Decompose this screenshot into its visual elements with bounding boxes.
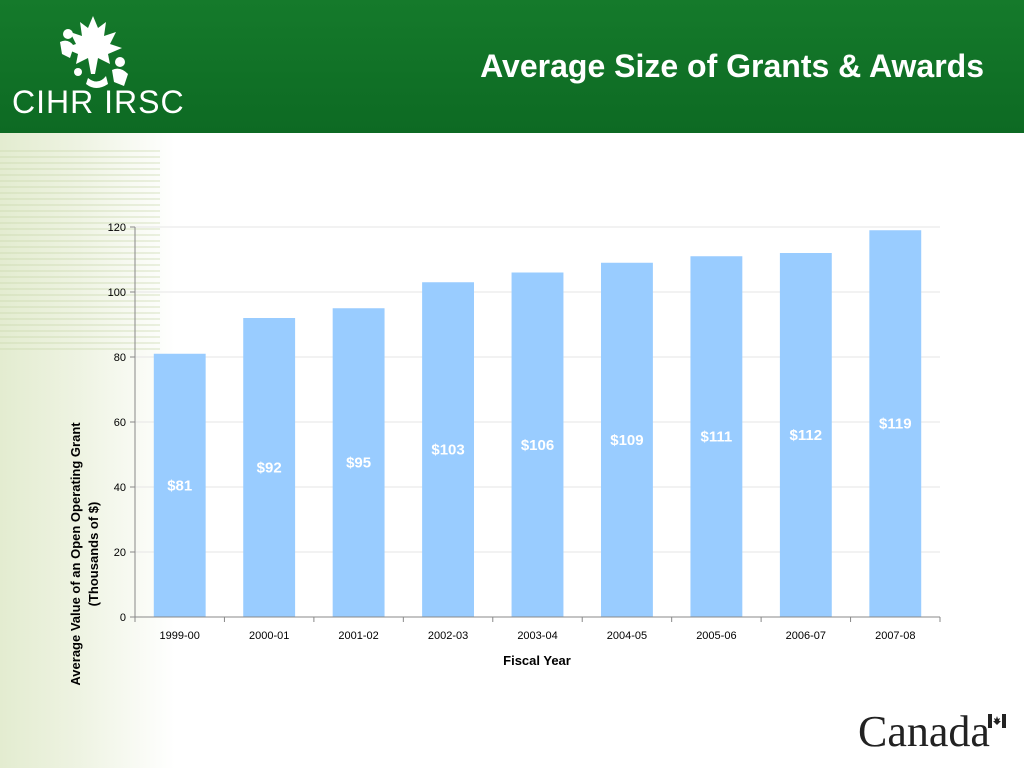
x-tick-label: 2007-08 [875, 630, 915, 642]
canada-wordmark: Canada [858, 707, 990, 756]
header-bar: CIHR IRSC Average Size of Grants & Award… [0, 0, 1024, 133]
bar [153, 353, 206, 617]
x-tick-label: 2004-05 [607, 630, 647, 642]
x-tick-label: 1999-00 [160, 630, 200, 642]
axes: 0 20 40 60 80 100 120 1999-00 2000-01 2001-02 2002… [108, 222, 941, 642]
y-tick-label: 20 [114, 547, 126, 559]
data-label: $112 [790, 427, 823, 444]
y-tick-label: 60 [114, 417, 126, 429]
bar [869, 230, 922, 617]
y-tick-label: 40 [114, 482, 126, 494]
left-decoration [0, 133, 175, 768]
bar [243, 318, 296, 617]
data-label: $81 [167, 477, 192, 494]
data-label: $106 [521, 437, 554, 454]
y-tick-label: 0 [120, 612, 126, 624]
y-tick-label: 100 [108, 287, 126, 299]
bar [690, 256, 743, 617]
x-tick-label: 2001-02 [338, 630, 378, 642]
x-axis-title: Fiscal Year [503, 653, 571, 668]
x-tick-label: 2006-07 [786, 630, 826, 642]
slide-title: Average Size of Grants & Awards [480, 48, 984, 84]
bar-chart: 0 20 40 60 80 100 120 1999-00 2000-01 2001-02 2002… [68, 222, 941, 686]
bar [332, 308, 385, 617]
y-axis-title-line1: Average Value of an Open Operating Grant [68, 422, 83, 686]
maple-leaf-people-icon [60, 16, 128, 88]
y-tick-label: 80 [114, 352, 126, 364]
bar [422, 282, 474, 617]
left-decoration-lines [0, 150, 160, 350]
x-tick-label: 2005-06 [696, 630, 736, 642]
x-tick-label: 2003-04 [517, 630, 557, 642]
data-label: $111 [701, 429, 733, 446]
canada-flag-icon [988, 714, 1006, 728]
bar [601, 262, 653, 617]
logo-text: CIHR IRSC [12, 84, 185, 120]
data-label: $109 [610, 432, 643, 449]
y-tick-label: 120 [108, 222, 126, 234]
data-label: $95 [346, 455, 371, 472]
bar [511, 272, 564, 617]
y-axis-title-line2: (Thousands of $) [86, 502, 101, 607]
data-labels: $81 $92 $95 $103 $106 $109 $111 $112 $119 [167, 416, 911, 495]
data-label: $92 [257, 460, 282, 477]
data-label: $103 [431, 442, 464, 459]
bar [779, 253, 832, 617]
x-tick-label: 2002-03 [428, 630, 468, 642]
bars [153, 230, 922, 617]
data-label: $119 [879, 416, 912, 433]
x-tick-label: 2000-01 [249, 630, 289, 642]
